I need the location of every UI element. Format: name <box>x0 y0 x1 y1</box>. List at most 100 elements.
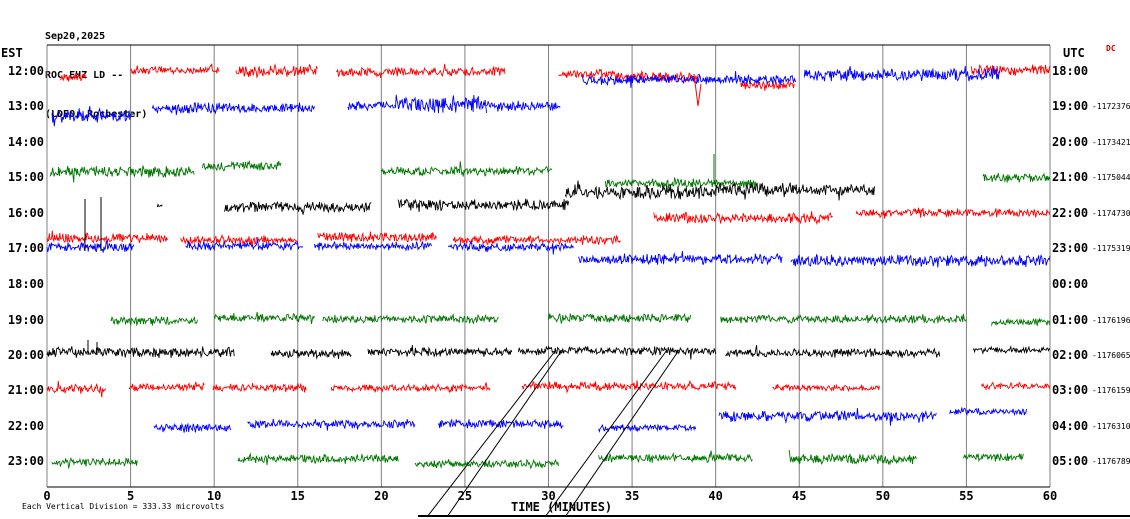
seismic-trace <box>615 70 700 84</box>
seismic-trace <box>991 317 1051 326</box>
dc-value-label: -1176310 <box>1092 422 1130 431</box>
dc-value-label: -1174730 <box>1092 209 1130 218</box>
utc-time-label: 00:00 <box>1052 277 1089 291</box>
est-time-label: 13:00 <box>7 99 44 113</box>
seismic-trace <box>725 345 941 359</box>
seismic-trace <box>212 383 307 393</box>
seismic-trace <box>598 450 753 463</box>
seismic-trace <box>581 70 797 88</box>
seismic-trace <box>981 381 1051 391</box>
dc-value-label: -1176159 <box>1092 386 1130 395</box>
seismic-trace <box>51 456 138 470</box>
seismic-trace <box>452 234 621 246</box>
utc-time-label: 03:00 <box>1052 383 1089 397</box>
seismic-trace <box>202 159 282 172</box>
scale-footnote: Each Vertical Division = 333.33 microvol… <box>22 502 225 511</box>
utc-time-label: 21:00 <box>1052 170 1089 184</box>
trace-artifact <box>426 349 557 518</box>
seismic-trace <box>653 211 833 226</box>
trace-artifact <box>564 349 680 518</box>
trace-artifact <box>693 73 699 107</box>
x-tick-label: 60 <box>1042 489 1058 503</box>
dc-value-label: -1176196 <box>1092 316 1130 325</box>
seismic-trace <box>803 65 1001 83</box>
est-axis-label: EST <box>1 46 23 60</box>
x-tick-label: 40 <box>708 489 723 503</box>
x-tick-label: 10 <box>206 489 222 503</box>
x-tick-label: 50 <box>875 489 891 503</box>
dc-value-label: -1175319 <box>1092 244 1130 253</box>
seismic-trace <box>110 316 198 327</box>
seismic-trace <box>558 68 616 79</box>
seismic-trace <box>972 345 1051 355</box>
utc-time-label: 02:00 <box>1052 348 1089 362</box>
seismic-trace <box>130 63 220 76</box>
x-tick-label: 5 <box>126 489 135 503</box>
seismic-trace <box>314 240 432 252</box>
dc-value-label: -1176789 <box>1092 457 1130 466</box>
seismic-trace <box>322 313 499 325</box>
seismic-trace <box>598 423 697 433</box>
dc-value-label: -1172376 <box>1092 102 1130 111</box>
location-label: (LDEO, Rochester) <box>45 109 148 120</box>
utc-time-label: 04:00 <box>1052 419 1089 433</box>
est-time-label: 23:00 <box>7 454 44 468</box>
seismic-trace <box>720 313 967 325</box>
seismic-trace <box>394 94 488 114</box>
x-tick-label: 15 <box>290 489 305 503</box>
seismic-trace <box>397 198 570 212</box>
seismic-trace <box>235 63 319 79</box>
seismic-trace <box>548 312 692 324</box>
trace-artifact <box>544 349 668 518</box>
seismic-trace <box>486 100 561 112</box>
est-time-label: 14:00 <box>7 135 44 149</box>
seismic-trace <box>380 161 553 177</box>
seismic-trace <box>790 253 1051 268</box>
seismic-trace <box>223 200 372 215</box>
seismic-trace <box>153 422 232 433</box>
seismic-trace <box>578 250 783 266</box>
x-tick-label: 55 <box>959 489 974 503</box>
seismic-trace <box>330 382 491 394</box>
utc-time-label: 20:00 <box>1052 135 1089 149</box>
seismic-trace <box>213 311 315 324</box>
utc-time-label: 18:00 <box>1052 64 1089 78</box>
seismic-trace <box>46 346 235 359</box>
utc-axis-label: UTC <box>1063 46 1085 60</box>
seismic-trace <box>247 418 416 431</box>
dc-value-label: -1176065 <box>1092 351 1130 360</box>
est-time-label: 20:00 <box>7 348 44 362</box>
x-tick-label: 0 <box>43 489 51 503</box>
seismic-trace <box>715 182 875 201</box>
est-time-label: 12:00 <box>7 64 44 78</box>
seismic-trace <box>46 380 106 398</box>
seismic-trace <box>414 458 559 470</box>
seismic-trace <box>788 449 917 466</box>
seismic-trace <box>367 345 513 358</box>
utc-time-label: 01:00 <box>1052 313 1089 327</box>
utc-time-label: 23:00 <box>1052 241 1089 255</box>
seismic-trace <box>46 239 135 253</box>
seismic-trace <box>336 63 506 79</box>
seismic-trace <box>51 106 132 127</box>
x-tick-label: 30 <box>541 489 556 503</box>
x-tick-label: 45 <box>792 489 807 503</box>
seismic-trace <box>156 203 163 208</box>
dc-value-label: -1173421 <box>1092 138 1130 147</box>
est-time-label: 18:00 <box>7 277 44 291</box>
utc-time-label: 19:00 <box>1052 99 1089 113</box>
seismic-trace <box>970 64 1051 76</box>
seismic-trace <box>151 101 315 116</box>
seismic-trace <box>60 72 86 82</box>
seismic-trace <box>718 408 937 426</box>
seismic-trace <box>604 176 757 189</box>
seismic-trace <box>49 165 195 183</box>
seismic-trace <box>982 172 1051 183</box>
est-time-label: 22:00 <box>7 419 44 433</box>
seismic-trace <box>949 407 1028 417</box>
est-time-label: 21:00 <box>7 383 44 397</box>
seismic-trace <box>564 180 717 201</box>
seismic-trace <box>347 100 395 112</box>
